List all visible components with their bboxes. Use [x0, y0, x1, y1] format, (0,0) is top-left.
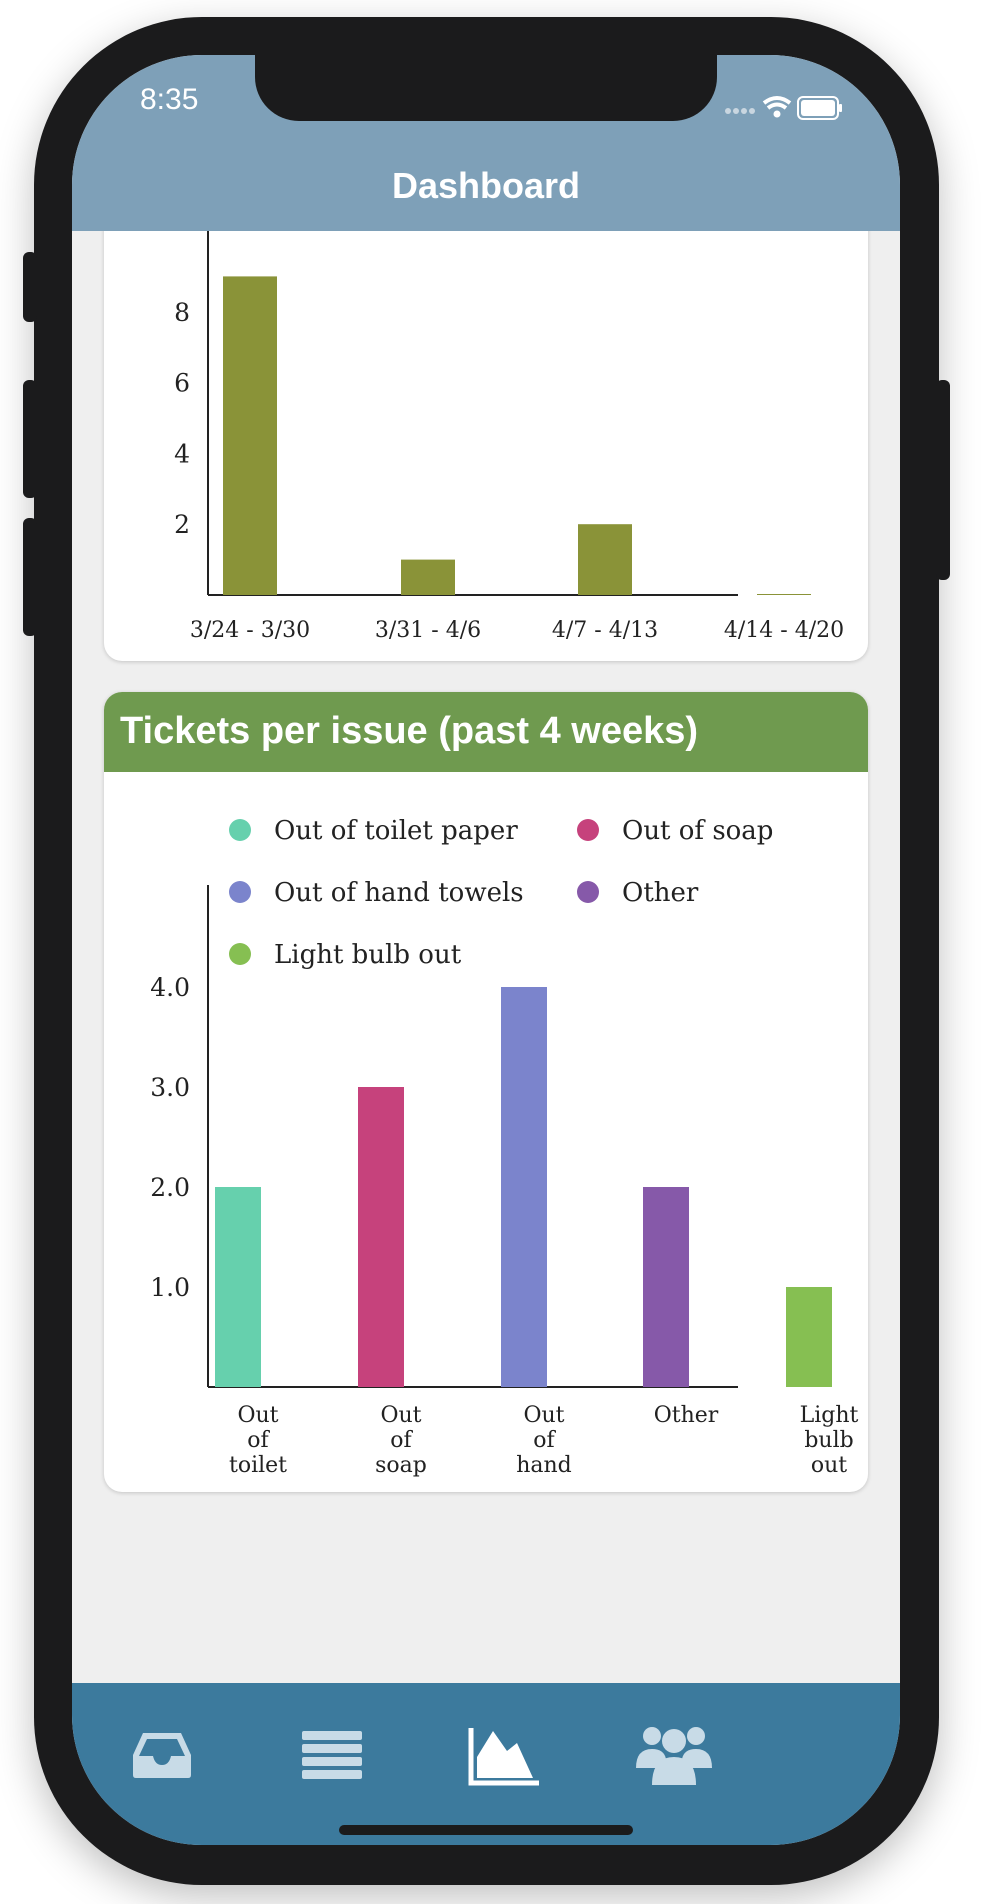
x-tick-label: of	[247, 1428, 270, 1453]
x-tick-label: Out	[523, 1403, 564, 1428]
bar	[358, 1087, 404, 1387]
x-tick-label: Out	[237, 1403, 278, 1428]
weekly-tickets-card: 2 4 6 8 3/24 - 3/30 3/31 - 4/6 4/7 - 4/13 4/14 …	[104, 231, 868, 661]
tickets-per-issue-chart: 1.02.03.04.0OutoftoiletOutofsoapOutofhan…	[150, 816, 859, 1478]
legend-dot	[229, 819, 251, 841]
users-icon	[636, 1727, 712, 1785]
card-header: Tickets per issue (past 4 weeks)	[104, 692, 868, 772]
legend-label: Out of hand towels	[274, 878, 524, 908]
legend-label: Out of toilet paper	[274, 816, 518, 846]
y-tick-label: 2.0	[150, 1173, 190, 1202]
legend-label: Out of soap	[622, 816, 773, 846]
x-tick-label: 4/14 - 4/20	[724, 618, 844, 643]
chart-icon	[468, 1728, 539, 1786]
dashboard-scroll[interactable]: 2 4 6 8 3/24 - 3/30 3/31 - 4/6 4/7 - 4/13 4/14 …	[72, 231, 900, 1683]
bar	[215, 1187, 261, 1387]
x-tick-label: soap	[375, 1453, 427, 1478]
notch	[255, 55, 717, 121]
volume-down-button	[23, 518, 37, 636]
x-tick-label: hand	[516, 1453, 572, 1478]
y-tick-label: 6	[174, 369, 190, 398]
navigation-bar: 8:35 Dashboard	[72, 55, 900, 231]
y-tick-label: 2	[174, 510, 190, 539]
bar	[786, 1287, 832, 1387]
mute-switch	[23, 252, 37, 322]
weekly-tickets-chart: 2 4 6 8 3/24 - 3/30 3/31 - 4/6 4/7 - 4/13 4/14 …	[174, 231, 844, 643]
x-tick-label: Out	[380, 1403, 421, 1428]
screen: 8:35 Dashboard 2 4 6 8 3/24 - 3/30 3/31	[72, 55, 900, 1845]
card-title: Tickets per issue (past 4 weeks)	[120, 710, 699, 752]
wifi-icon	[762, 96, 792, 118]
y-tick-label: 1.0	[150, 1273, 190, 1302]
legend-dot	[577, 819, 599, 841]
x-tick-label: 3/31 - 4/6	[375, 618, 481, 643]
x-tick-label: 4/7 - 4/13	[552, 618, 658, 643]
tab-analytics[interactable]	[453, 1703, 553, 1803]
bar	[223, 276, 277, 595]
status-time: 8:35	[140, 83, 199, 116]
x-tick-label: toilet	[229, 1453, 287, 1478]
y-tick-label: 4	[174, 439, 190, 468]
power-button	[936, 380, 950, 580]
list-icon	[302, 1731, 362, 1779]
x-tick-label: 3/24 - 3/30	[190, 618, 310, 643]
x-tick-label: out	[811, 1453, 847, 1478]
legend-dot	[229, 943, 251, 965]
signal-icon	[725, 108, 755, 114]
x-tick-label: of	[390, 1428, 413, 1453]
volume-up-button	[23, 380, 37, 498]
tab-inbox[interactable]	[111, 1703, 211, 1803]
legend-label: Other	[622, 878, 699, 908]
y-tick-label: 4.0	[150, 973, 190, 1002]
bar	[578, 524, 632, 595]
tab-list[interactable]	[282, 1703, 382, 1803]
legend-dot	[229, 881, 251, 903]
legend-label: Light bulb out	[274, 940, 462, 970]
battery-icon	[797, 96, 842, 120]
page-title: Dashboard	[391, 165, 581, 206]
bar	[401, 559, 455, 595]
x-tick-label: of	[533, 1428, 556, 1453]
bar	[501, 987, 547, 1387]
bar	[643, 1187, 689, 1387]
status-icons	[725, 96, 842, 120]
x-tick-label: Light	[800, 1403, 859, 1428]
inbox-icon	[133, 1733, 191, 1778]
x-tick-label: bulb	[804, 1428, 853, 1453]
home-indicator	[339, 1825, 633, 1835]
x-tick-label: Other	[654, 1403, 719, 1428]
y-tick-label: 8	[174, 298, 190, 327]
tab-team[interactable]	[624, 1703, 724, 1803]
legend-dot	[577, 881, 599, 903]
tickets-per-issue-card: Tickets per issue (past 4 weeks) 1.0 2.0 3…	[104, 692, 868, 1492]
tab-bar	[72, 1683, 900, 1845]
y-tick-label: 3.0	[150, 1073, 190, 1102]
bar	[757, 594, 811, 595]
